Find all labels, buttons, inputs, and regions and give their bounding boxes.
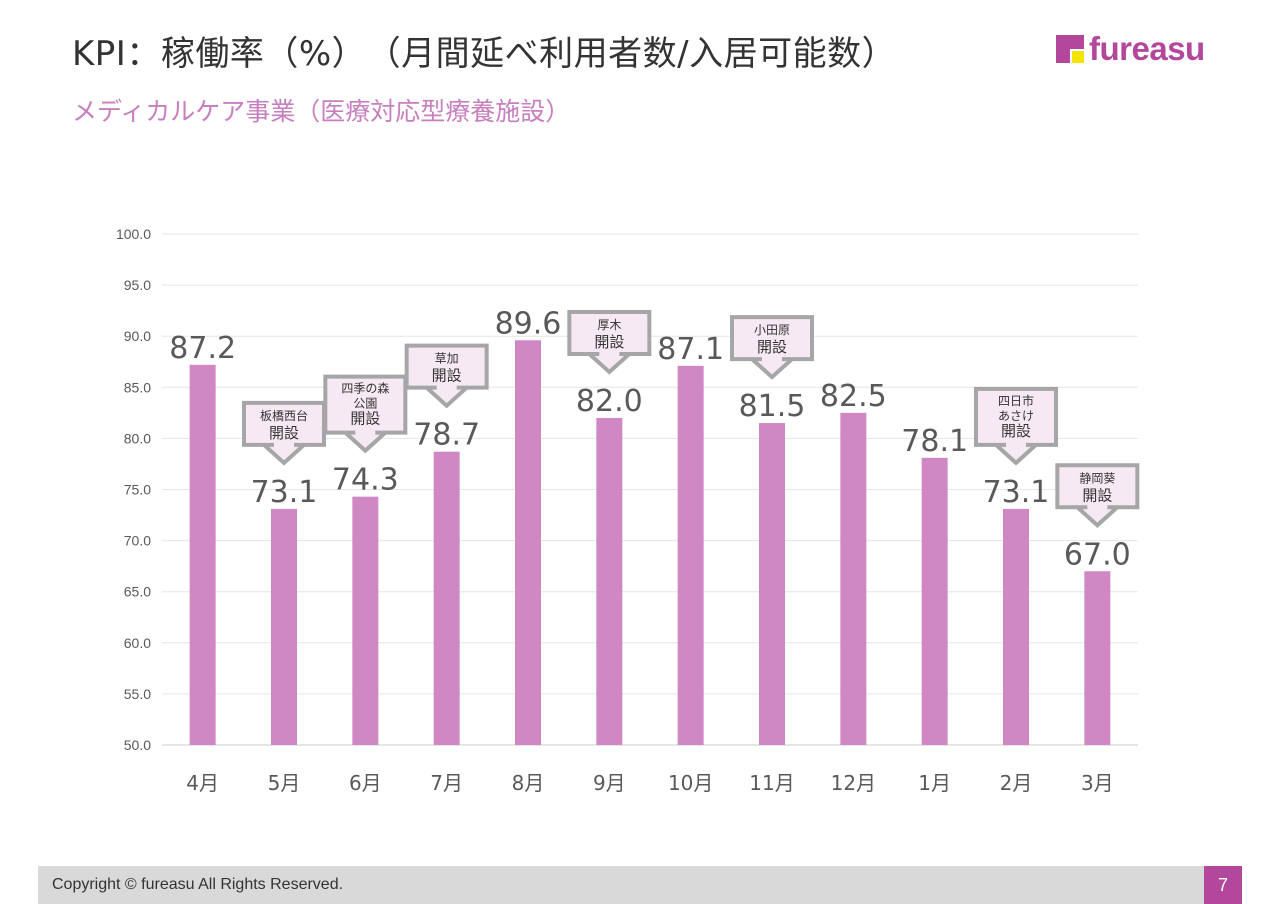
value-label: 73.1 [983, 475, 1050, 510]
logo-text: fureasu [1089, 30, 1205, 67]
value-label: 89.6 [495, 306, 562, 341]
x-tick-label: 5月 [268, 771, 301, 795]
bar [596, 417, 623, 745]
x-tick-label: 9月 [593, 771, 626, 795]
y-tick-label: 100.0 [116, 226, 151, 242]
callout-site-name: 小田原 [754, 323, 790, 337]
opening-callout [730, 315, 814, 380]
callout-opening-label: 開設 [432, 367, 462, 385]
callout-site-name: 板橋西台 [260, 408, 308, 423]
bar [840, 412, 867, 745]
fureasu-logo: fureasu [1056, 32, 1205, 66]
bar [921, 457, 948, 745]
callout-opening-label: 開設 [1082, 486, 1112, 504]
bar [1084, 571, 1111, 745]
value-label: 73.1 [251, 475, 318, 510]
y-tick-label: 55.0 [124, 686, 151, 702]
x-tick-label: 1月 [918, 771, 951, 795]
value-label: 81.5 [739, 389, 806, 424]
footer-bar: Copyright © fureasu All Rights Reserved. [38, 866, 1204, 904]
copyright-text: Copyright © fureasu All Rights Reserved. [52, 876, 344, 893]
logo-mark-icon [1056, 35, 1086, 65]
x-tick-label: 2月 [1000, 771, 1033, 795]
x-tick-label: 7月 [430, 771, 463, 795]
callout-opening-label: 開設 [757, 338, 787, 356]
occupancy-bar-chart: 板橋西台開設四季の森公園開設草加開設厚木開設小田原開設四日市あさけ開設静岡葵開設… [116, 226, 1140, 795]
value-label: 78.7 [413, 418, 480, 453]
x-tick-label: 6月 [349, 771, 382, 795]
bar [352, 496, 379, 745]
value-label: 87.2 [169, 331, 236, 366]
bar [271, 508, 297, 745]
y-tick-label: 75.0 [124, 482, 151, 498]
page-subtitle: メディカルケア事業（医療対応型療養施設） [72, 97, 571, 126]
bar [1003, 508, 1029, 745]
opening-callout [567, 309, 652, 375]
bar [759, 423, 785, 745]
x-tick-label: 11月 [749, 771, 794, 795]
value-label: 87.1 [657, 332, 724, 367]
opening-callout [404, 343, 489, 409]
x-tick-label: 3月 [1081, 771, 1114, 795]
callout-site-name: 厚木 [597, 318, 621, 332]
callout-opening-label: 開設 [594, 333, 624, 351]
value-label: 78.1 [901, 424, 968, 459]
callout-opening-label: 開設 [269, 424, 299, 442]
y-tick-label: 80.0 [124, 430, 151, 446]
value-label: 74.3 [332, 463, 399, 498]
opening-callout [1055, 463, 1140, 528]
x-tick-label: 10月 [668, 771, 713, 795]
y-tick-label: 90.0 [124, 328, 151, 344]
value-label: 67.0 [1064, 537, 1131, 572]
callout-opening-label: 開設 [1001, 422, 1031, 440]
y-tick-label: 95.0 [124, 277, 151, 293]
y-tick-label: 50.0 [124, 737, 151, 753]
callout-site-name: 公園 [353, 397, 377, 411]
bar [515, 340, 541, 745]
page-number: 7 [1204, 866, 1242, 904]
page-title: KPI：稼働率（%） （月間延べ利用者数/入居可能数） [72, 34, 897, 74]
callout-opening-label: 開設 [350, 410, 380, 428]
opening-callout [323, 374, 408, 454]
value-label: 82.5 [820, 379, 887, 414]
bar [433, 451, 460, 745]
callout-site-name: 四季の森 [341, 381, 389, 396]
value-label: 82.0 [576, 384, 643, 419]
y-tick-label: 65.0 [124, 584, 151, 600]
callout-site-name: 草加 [435, 352, 459, 366]
callout-site-name: あさけ [998, 409, 1034, 423]
x-tick-label: 4月 [186, 771, 219, 795]
x-tick-label: 12月 [831, 771, 876, 795]
opening-callout [974, 386, 1058, 466]
y-tick-label: 70.0 [124, 533, 151, 549]
bar [677, 365, 704, 745]
callout-site-name: 四日市 [998, 393, 1034, 408]
bar [189, 364, 216, 745]
y-tick-label: 60.0 [124, 635, 151, 651]
x-tick-label: 8月 [512, 771, 545, 795]
callout-site-name: 静岡葵 [1079, 471, 1115, 485]
y-tick-label: 85.0 [124, 379, 151, 395]
